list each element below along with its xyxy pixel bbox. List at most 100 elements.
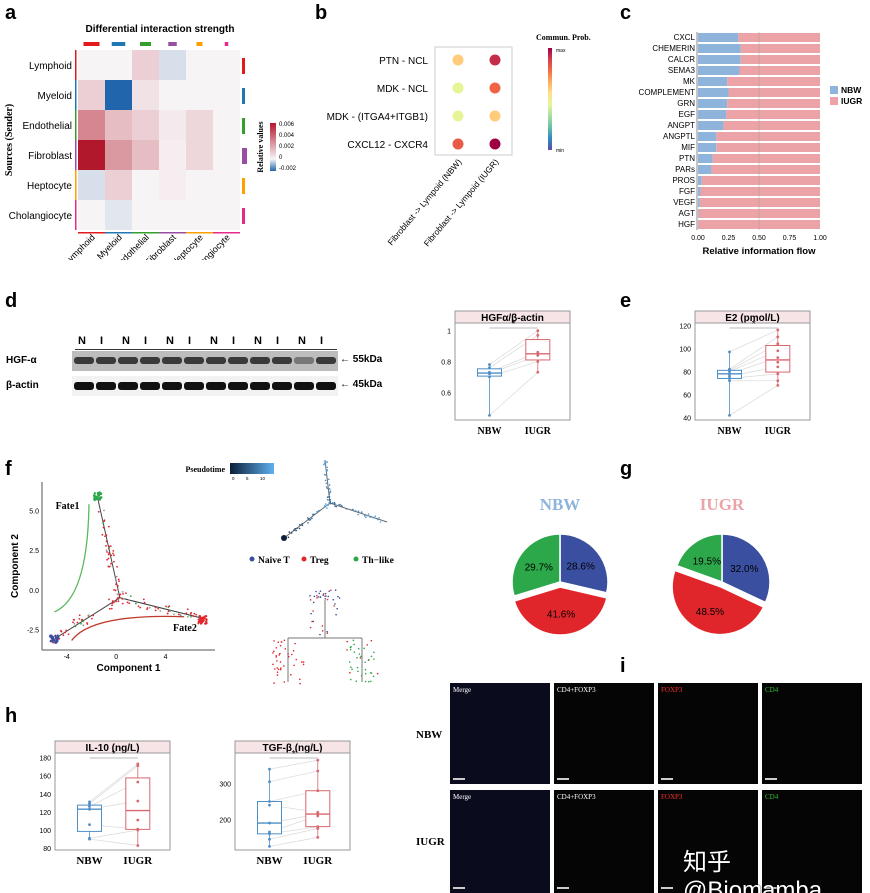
cell-point	[115, 575, 118, 578]
cell-point	[65, 629, 68, 632]
row-sum-bar	[242, 58, 245, 74]
tree-point	[351, 509, 353, 511]
panel-label-c: c	[620, 2, 632, 24]
dendro-point	[358, 653, 361, 655]
tree-point	[367, 513, 370, 515]
dendro-point	[349, 678, 352, 681]
x-tick: NBW	[76, 855, 102, 867]
blot-band	[272, 357, 292, 364]
cell-point	[179, 614, 182, 616]
dendro-point	[275, 654, 278, 657]
cell-point	[113, 554, 115, 557]
cell-point	[62, 634, 65, 637]
dendro-point	[295, 658, 298, 661]
heatmap-cell	[132, 170, 159, 200]
heatmap-cell	[213, 170, 240, 200]
blot-band	[162, 382, 182, 390]
cell-point	[59, 629, 62, 632]
lane-label: N	[122, 335, 130, 347]
panel-label-a: a	[5, 2, 17, 24]
dendro-point	[356, 666, 359, 669]
tree-root	[281, 535, 287, 541]
slice-label: 48.5%	[696, 607, 724, 618]
category-label: SEMA3	[668, 66, 696, 75]
category-label: ANGPT	[667, 121, 695, 130]
tree-point	[334, 505, 336, 507]
data-point	[88, 823, 91, 827]
tree-point	[325, 461, 328, 464]
x-tick: 0.75	[783, 235, 797, 242]
cell-point	[78, 614, 81, 617]
tree-point	[341, 505, 343, 508]
bar-segment	[712, 154, 820, 163]
dendro-point	[302, 663, 305, 666]
category-label: ANGPTL	[663, 132, 696, 141]
cell-point	[199, 622, 203, 625]
cell-point	[189, 613, 192, 615]
tree-point	[327, 496, 330, 498]
legend-label: Treg	[310, 556, 329, 566]
cell-point	[190, 615, 192, 618]
category-label: MIF	[681, 143, 695, 152]
cell-point	[81, 618, 84, 621]
category-label: GRN	[677, 99, 695, 108]
colorbar-tick: 0.006	[279, 122, 295, 128]
slice-label: 32.0%	[730, 564, 758, 575]
cell-point	[117, 600, 120, 603]
data-point	[316, 836, 320, 839]
heatmap-cell	[213, 50, 240, 80]
tree-point	[329, 491, 331, 494]
cell-point	[193, 612, 196, 615]
blot-band	[316, 382, 336, 390]
box-title: HGFα/β-actin	[481, 313, 544, 324]
hgf-boxplot: HGFα/β-actin 0.6 0.8 1 NBW IUGR *	[441, 310, 571, 437]
cell-point	[201, 620, 205, 623]
cell-point	[157, 607, 160, 610]
colorbar-tick: -0.002	[279, 166, 297, 172]
data-point	[268, 821, 271, 825]
cell-point	[177, 613, 180, 616]
blot-band	[74, 382, 94, 390]
dendro-point	[309, 626, 312, 629]
category-label: HGF	[678, 220, 695, 229]
dendro-point	[322, 594, 325, 597]
pie-title: IUGR	[700, 495, 745, 514]
dendro-point	[284, 648, 287, 650]
dendro-point	[319, 633, 321, 636]
tree-point	[354, 510, 357, 512]
dendro-point	[346, 640, 349, 643]
data-point	[268, 845, 271, 848]
dendro-point	[273, 650, 275, 653]
dendro-point	[275, 646, 278, 649]
row-label: Endothelial	[23, 121, 72, 132]
bar-segment	[727, 99, 820, 108]
dendro-point	[360, 655, 362, 658]
dendro-point	[364, 668, 367, 671]
dendro-point	[299, 678, 301, 681]
dot	[489, 54, 501, 66]
dendro-point	[350, 666, 352, 669]
cell-point	[97, 510, 100, 513]
x-tick: NBW	[256, 855, 282, 867]
data-point	[316, 769, 320, 773]
heatmap-cell	[186, 110, 213, 140]
micrograph: CD4+FOXP3	[554, 790, 654, 893]
dendro-point	[328, 590, 330, 592]
dendro-point	[356, 656, 358, 659]
row-group-line	[75, 110, 77, 140]
blot-band	[96, 382, 116, 390]
y-axis-label: Sources (Sender)	[4, 104, 15, 176]
legend-marker	[301, 556, 307, 562]
plot-frame	[234, 752, 351, 851]
dendro-point	[319, 596, 322, 598]
dendro-point	[290, 653, 293, 656]
lane-label: N	[78, 335, 86, 347]
lane-label: I	[144, 335, 148, 347]
cell-point	[113, 589, 115, 591]
fate2-label: Fate2	[173, 623, 197, 634]
legend-label: Th−like	[362, 556, 394, 566]
cell-point	[198, 620, 201, 623]
pair-line	[89, 829, 138, 839]
data-point	[536, 350, 540, 354]
cell-point	[192, 615, 195, 617]
